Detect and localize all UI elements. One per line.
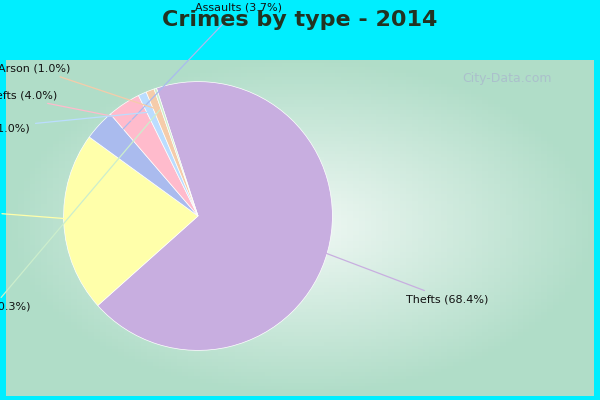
Text: Auto thefts (4.0%): Auto thefts (4.0%): [0, 90, 132, 120]
Wedge shape: [89, 114, 198, 216]
Text: Thefts (68.4%): Thefts (68.4%): [304, 245, 488, 304]
Text: Robberies (1.0%): Robberies (1.0%): [0, 112, 148, 134]
Text: Arson (1.0%): Arson (1.0%): [0, 63, 155, 108]
Wedge shape: [110, 96, 198, 216]
Wedge shape: [98, 82, 332, 350]
Text: Burglaries (21.6%): Burglaries (21.6%): [0, 204, 95, 221]
Wedge shape: [64, 137, 198, 306]
Text: City-Data.com: City-Data.com: [463, 72, 552, 85]
Wedge shape: [139, 92, 198, 216]
Wedge shape: [154, 88, 198, 216]
Wedge shape: [146, 89, 198, 216]
Text: Assaults (3.7%): Assaults (3.7%): [116, 3, 282, 136]
Text: Crimes by type - 2014: Crimes by type - 2014: [163, 10, 437, 30]
Text: Rapes (0.3%): Rapes (0.3%): [0, 110, 160, 312]
